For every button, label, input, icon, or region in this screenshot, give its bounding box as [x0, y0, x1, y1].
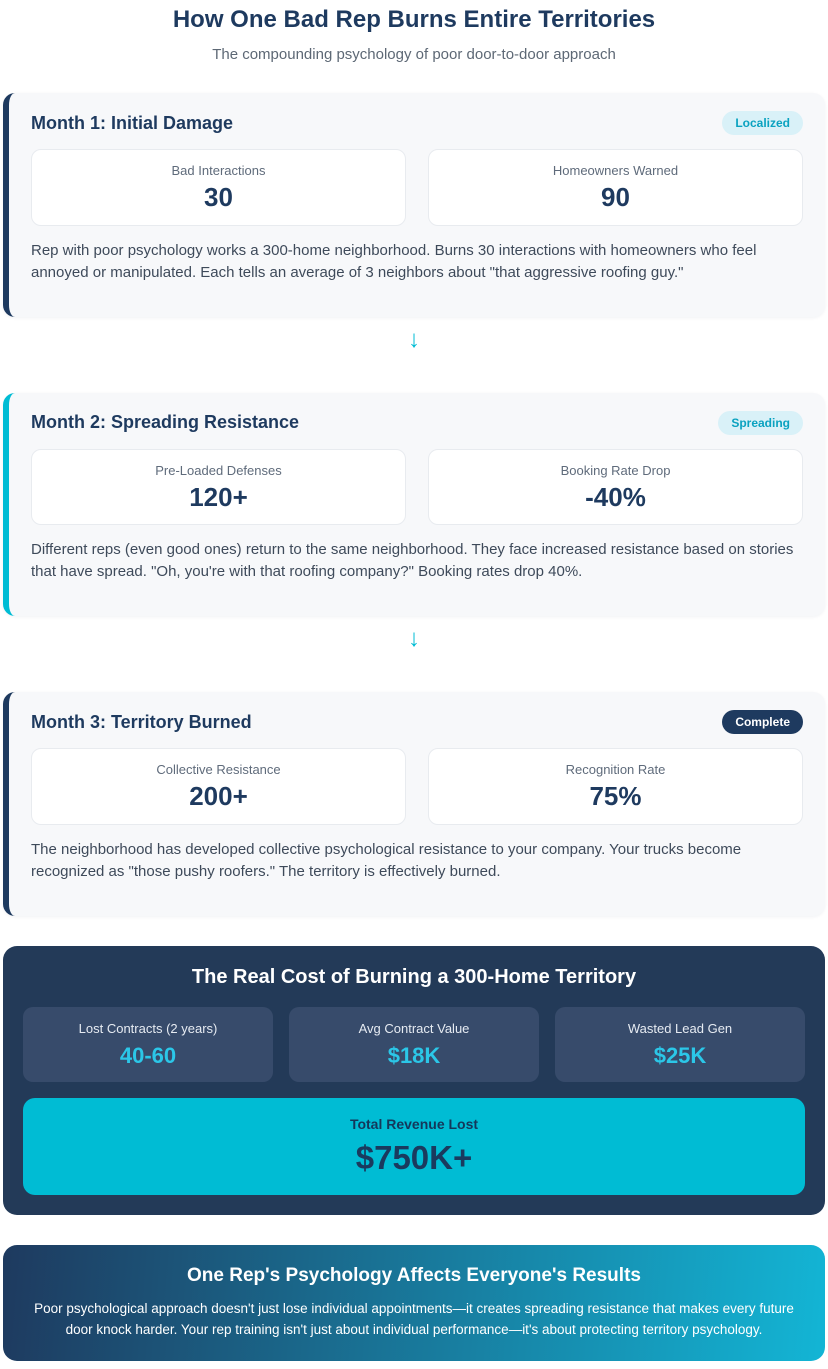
stat-label: Avg Contract Value — [358, 1021, 470, 1037]
status-badge-spreading: Spreading — [718, 410, 803, 435]
stat-label: Lost Contracts (2 years) — [78, 1021, 218, 1037]
stat-label: Recognition Rate — [565, 762, 666, 778]
month-3-description: The neighborhood has developed collectiv… — [31, 840, 742, 881]
stat-value: $25K — [653, 1043, 707, 1069]
stat-booking-rate-drop: Booking Rate Drop -40% — [428, 448, 803, 526]
stat-value: 75% — [589, 781, 642, 812]
stat-label: Homeowners Warned — [552, 163, 679, 178]
month-2-stats: Pre-Loaded Defenses 120+ Booking Rate Dr… — [31, 448, 803, 526]
month-1-description: Rep with poor psychology works a 300-hom… — [31, 241, 757, 281]
month-1-header: Month 1: Initial Damage Localized — [31, 111, 803, 135]
summary-text: Poor psychological approach doesn't just… — [34, 1300, 794, 1337]
stat-label: Pre-Loaded Defenses — [155, 462, 282, 478]
down-arrow-icon: ↓ — [408, 625, 420, 653]
month-2-header: Month 2: Spreading Resistance Spreading — [31, 410, 803, 435]
month-2-card: Month 2: Spreading Resistance Spreading … — [3, 392, 825, 617]
cost-stats-row: Lost Contracts (2 years) 40-60 Avg Contr… — [23, 1007, 805, 1083]
page-subtitle: The compounding psychology of poor door-… — [212, 46, 616, 63]
stat-value: 40-60 — [119, 1043, 177, 1069]
total-value: $750K+ — [355, 1139, 473, 1177]
status-badge-localized: Localized — [722, 111, 803, 135]
stat-label: Wasted Lead Gen — [627, 1021, 733, 1037]
stat-value: $18K — [387, 1043, 441, 1069]
stat-recognition-rate: Recognition Rate 75% — [428, 748, 803, 825]
month-3-card: Month 3: Territory Burned Complete Colle… — [3, 692, 825, 917]
stat-label: Booking Rate Drop — [560, 462, 671, 478]
stat-wasted-lead-gen: Wasted Lead Gen $25K — [555, 1007, 805, 1083]
down-arrow-icon: ↓ — [408, 325, 420, 353]
stat-bad-interactions: Bad Interactions 30 — [31, 149, 406, 226]
status-badge-complete: Complete — [722, 710, 803, 735]
month-3-header: Month 3: Territory Burned Complete — [31, 710, 803, 735]
total-revenue-lost-box: Total Revenue Lost $750K+ — [23, 1098, 805, 1195]
stat-value: 120+ — [189, 481, 248, 512]
psychology-summary-panel: One Rep's Psychology Affects Everyone's … — [3, 1244, 825, 1361]
stat-collective-resistance: Collective Resistance 200+ — [31, 748, 406, 825]
flow-arrow-row: ↓ — [3, 317, 825, 363]
month-3-stats: Collective Resistance 200+ Recognition R… — [31, 748, 803, 825]
month-2-description: Different reps (even good ones) return t… — [31, 541, 794, 581]
cost-panel-title: The Real Cost of Burning a 300-Home Terr… — [191, 966, 637, 989]
stat-value: 30 — [204, 182, 233, 212]
month-1-card: Month 1: Initial Damage Localized Bad In… — [3, 93, 825, 317]
total-label: Total Revenue Lost — [349, 1116, 479, 1133]
stat-lost-contracts: Lost Contracts (2 years) 40-60 — [23, 1007, 273, 1083]
summary-title: One Rep's Psychology Affects Everyone's … — [187, 1264, 641, 1286]
stat-value: 90 — [601, 182, 630, 212]
stat-value: 200+ — [189, 781, 248, 812]
month-1-stats: Bad Interactions 30 Homeowners Warned 90 — [31, 149, 803, 226]
infographic-page: How One Bad Rep Burns Entire Territories… — [0, 6, 828, 1369]
flow-arrow-row: ↓ — [3, 616, 825, 662]
month-1-heading: Month 1: Initial Damage — [31, 112, 234, 133]
stat-value: -40% — [585, 481, 646, 512]
stat-label: Bad Interactions — [171, 163, 266, 178]
stat-preloaded-defenses: Pre-Loaded Defenses 120+ — [31, 448, 406, 526]
page-title: How One Bad Rep Burns Entire Territories — [172, 6, 656, 33]
month-2-heading: Month 2: Spreading Resistance — [31, 412, 300, 433]
real-cost-panel: The Real Cost of Burning a 300-Home Terr… — [3, 946, 825, 1215]
month-3-heading: Month 3: Territory Burned — [31, 711, 252, 732]
stat-homeowners-warned: Homeowners Warned 90 — [428, 149, 803, 226]
stat-label: Collective Resistance — [156, 762, 281, 778]
stat-avg-contract-value: Avg Contract Value $18K — [289, 1007, 539, 1083]
